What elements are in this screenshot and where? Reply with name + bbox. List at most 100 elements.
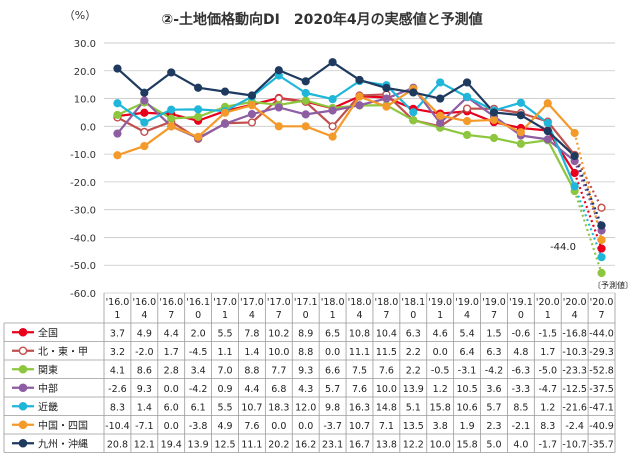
- table-cell-value: 10.7: [349, 421, 370, 432]
- table-cell-value: 10.8: [349, 328, 370, 339]
- table-cell-value: -37.5: [589, 384, 614, 395]
- table-cell-value: -10.7: [562, 439, 587, 450]
- table-cell-value: 6.3: [486, 347, 501, 358]
- x-tick-label: 0: [195, 310, 201, 321]
- data-point: [570, 168, 579, 178]
- y-tick-label: -40.0: [70, 233, 96, 244]
- table-cell-value: 4.0: [513, 439, 528, 450]
- table-cell-value: -47.1: [589, 402, 614, 413]
- table-cell-value: 18.3: [268, 402, 289, 413]
- x-tick-label: 4: [249, 310, 255, 321]
- data-point: [570, 182, 579, 191]
- data-point: [328, 122, 337, 131]
- table-cell-value: 8.6: [137, 365, 152, 376]
- table-cell-value: 4.3: [298, 384, 313, 395]
- x-tick-label: 1: [114, 310, 120, 321]
- x-tick-label: 1: [437, 310, 443, 321]
- data-point: [570, 128, 579, 138]
- annotations: -44.0 〔予測値〕: [550, 242, 633, 290]
- data-point: [516, 139, 525, 148]
- data-point: [194, 132, 203, 141]
- table-cell-value: 3.4: [191, 365, 206, 376]
- x-tick-label: '17.0: [240, 297, 264, 308]
- data-point: [409, 108, 418, 117]
- table-cell-value: 7.6: [352, 384, 367, 395]
- table-cell-value: 9.3: [298, 365, 313, 376]
- table-cell-value: 5.1: [406, 402, 421, 413]
- table-cell-value: -2.4: [565, 421, 584, 432]
- table-cell-value: 2.0: [191, 328, 206, 339]
- table-cell-value: 2.2: [406, 365, 421, 376]
- x-tick-label: 7: [383, 310, 389, 321]
- series-forecast-line: [573, 172, 603, 249]
- table-cell-value: -23.3: [562, 365, 587, 376]
- data-point: [301, 77, 310, 86]
- table-cell-value: -4.7: [538, 384, 557, 395]
- table-cell-value: 5.5: [217, 402, 232, 413]
- data-point: [301, 88, 310, 98]
- table-cell-value: 4.6: [433, 328, 448, 339]
- x-tick-label: '19.0: [428, 297, 452, 308]
- data-point: [462, 130, 472, 140]
- table-cell-value: -16.8: [562, 328, 587, 339]
- series-forecast-line: [573, 132, 603, 241]
- table-cell-value: 16.3: [349, 402, 370, 413]
- table-cell-value: 1.7: [164, 347, 179, 358]
- table-cell-value: -2.0: [135, 347, 154, 358]
- data-point: [436, 118, 445, 128]
- table-cell-value: 20.2: [268, 439, 289, 450]
- table-cell-value: 7.8: [244, 328, 259, 339]
- table-cell-value: -5.0: [538, 365, 557, 376]
- table-cell-value: 7.0: [217, 365, 232, 376]
- table-cell-value: 15.8: [457, 439, 478, 450]
- legend-key-marker: [18, 383, 28, 393]
- table-cell-value: -6.3: [512, 365, 531, 376]
- data-point: [194, 105, 203, 114]
- x-tick-label: '20.0: [563, 297, 587, 308]
- table-cell-value: -7.1: [135, 421, 154, 432]
- data-point: [328, 95, 337, 104]
- table-cell-value: -29.3: [589, 347, 614, 358]
- data-point: [140, 88, 149, 97]
- x-tick-label: 1: [222, 310, 228, 321]
- table-cell-value: 11.1: [349, 347, 370, 358]
- table-cell-value: -3.1: [458, 365, 477, 376]
- data-point: [489, 115, 499, 125]
- data-point: [167, 68, 176, 77]
- series-forecast-line: [573, 190, 603, 274]
- data-point: [328, 106, 337, 115]
- x-tick-label: 4: [356, 310, 362, 321]
- x-tick-label: 4: [464, 310, 470, 321]
- table-cell-value: 7.1: [379, 421, 394, 432]
- series-line: [117, 87, 576, 157]
- x-tick-label: 7: [168, 310, 174, 321]
- x-tick-label: '16.1: [186, 297, 210, 308]
- table-cell-value: 10.0: [430, 439, 451, 450]
- x-tick-label: '20.0: [536, 297, 560, 308]
- y-tick-label: -50.0: [70, 261, 96, 272]
- x-tick-label: 4: [141, 310, 147, 321]
- table-cell-value: 19.4: [161, 439, 182, 450]
- table-cell-value: 4.4: [244, 384, 259, 395]
- data-point: [113, 64, 122, 73]
- data-point: [194, 83, 203, 92]
- legend-label: 近畿: [38, 400, 58, 413]
- table-cell-value: 3.7: [110, 328, 125, 339]
- legend-key-marker: [18, 401, 28, 411]
- x-tick-label: '18.1: [401, 297, 425, 308]
- table-cell-value: 16.2: [295, 439, 316, 450]
- data-point: [113, 99, 122, 108]
- data-point: [597, 203, 606, 212]
- table-cell-value: 0.0: [271, 421, 286, 432]
- table-cell-value: 10.6: [457, 402, 478, 413]
- data-point: [113, 129, 122, 138]
- table-cell-value: 6.5: [325, 328, 340, 339]
- legend-key-marker: [18, 420, 28, 430]
- table-cell-value: 1.1: [217, 347, 232, 358]
- table-cell-value: 10.0: [268, 347, 289, 358]
- table-cell-value: -35.7: [589, 439, 614, 450]
- table-cell-value: 1.5: [486, 328, 501, 339]
- table-cell-value: -44.0: [589, 328, 614, 339]
- table-cell-value: 15.8: [430, 402, 451, 413]
